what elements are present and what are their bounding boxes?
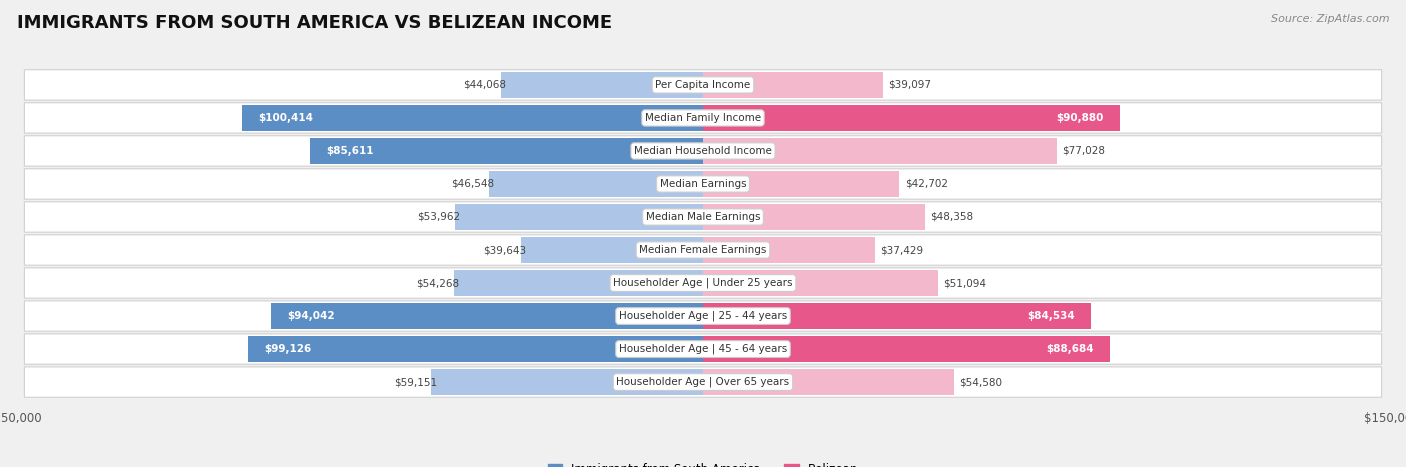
- Text: $54,268: $54,268: [416, 278, 460, 288]
- Text: Householder Age | 25 - 44 years: Householder Age | 25 - 44 years: [619, 311, 787, 321]
- FancyBboxPatch shape: [24, 235, 1382, 265]
- Text: $59,151: $59,151: [394, 377, 437, 387]
- Text: Householder Age | 45 - 64 years: Householder Age | 45 - 64 years: [619, 344, 787, 354]
- Bar: [703, 105, 1121, 131]
- Text: $42,702: $42,702: [904, 179, 948, 189]
- Text: $90,880: $90,880: [1056, 113, 1104, 123]
- Text: $44,068: $44,068: [463, 80, 506, 90]
- Bar: [703, 138, 1057, 164]
- Bar: [703, 171, 898, 197]
- Text: $84,534: $84,534: [1026, 311, 1074, 321]
- Bar: [703, 204, 925, 230]
- Bar: [703, 369, 953, 395]
- Text: Median Earnings: Median Earnings: [659, 179, 747, 189]
- Bar: [489, 171, 703, 197]
- FancyBboxPatch shape: [24, 301, 1382, 331]
- Text: Source: ZipAtlas.com: Source: ZipAtlas.com: [1271, 14, 1389, 24]
- Text: IMMIGRANTS FROM SOUTH AMERICA VS BELIZEAN INCOME: IMMIGRANTS FROM SOUTH AMERICA VS BELIZEA…: [17, 14, 612, 32]
- Bar: [703, 303, 1091, 329]
- Bar: [703, 237, 875, 263]
- FancyBboxPatch shape: [24, 136, 1382, 166]
- Text: $54,580: $54,580: [959, 377, 1002, 387]
- Text: $94,042: $94,042: [288, 311, 335, 321]
- Text: $39,097: $39,097: [889, 80, 931, 90]
- FancyBboxPatch shape: [24, 202, 1382, 232]
- FancyBboxPatch shape: [24, 367, 1382, 397]
- Text: Median Family Income: Median Family Income: [645, 113, 761, 123]
- Text: $51,094: $51,094: [943, 278, 986, 288]
- Bar: [271, 303, 703, 329]
- FancyBboxPatch shape: [24, 169, 1382, 199]
- Text: $37,429: $37,429: [880, 245, 924, 255]
- Text: $39,643: $39,643: [484, 245, 526, 255]
- FancyBboxPatch shape: [24, 268, 1382, 298]
- Text: $77,028: $77,028: [1063, 146, 1105, 156]
- Text: Median Female Earnings: Median Female Earnings: [640, 245, 766, 255]
- Bar: [520, 237, 703, 263]
- Bar: [242, 105, 703, 131]
- Text: $100,414: $100,414: [259, 113, 314, 123]
- Text: $48,358: $48,358: [931, 212, 974, 222]
- Text: $53,962: $53,962: [418, 212, 461, 222]
- Bar: [703, 72, 883, 98]
- Text: Median Male Earnings: Median Male Earnings: [645, 212, 761, 222]
- Text: Median Household Income: Median Household Income: [634, 146, 772, 156]
- Text: $88,684: $88,684: [1046, 344, 1094, 354]
- Text: $85,611: $85,611: [326, 146, 374, 156]
- Bar: [456, 204, 703, 230]
- Bar: [309, 138, 703, 164]
- Bar: [247, 336, 703, 362]
- Bar: [703, 270, 938, 296]
- Bar: [501, 72, 703, 98]
- Text: $46,548: $46,548: [451, 179, 495, 189]
- Text: Householder Age | Under 25 years: Householder Age | Under 25 years: [613, 278, 793, 288]
- Text: Per Capita Income: Per Capita Income: [655, 80, 751, 90]
- FancyBboxPatch shape: [24, 103, 1382, 133]
- Text: Householder Age | Over 65 years: Householder Age | Over 65 years: [616, 377, 790, 387]
- Legend: Immigrants from South America, Belizean: Immigrants from South America, Belizean: [547, 463, 859, 467]
- Bar: [432, 369, 703, 395]
- Bar: [454, 270, 703, 296]
- Bar: [703, 336, 1111, 362]
- FancyBboxPatch shape: [24, 70, 1382, 100]
- FancyBboxPatch shape: [24, 334, 1382, 364]
- Text: $99,126: $99,126: [264, 344, 312, 354]
